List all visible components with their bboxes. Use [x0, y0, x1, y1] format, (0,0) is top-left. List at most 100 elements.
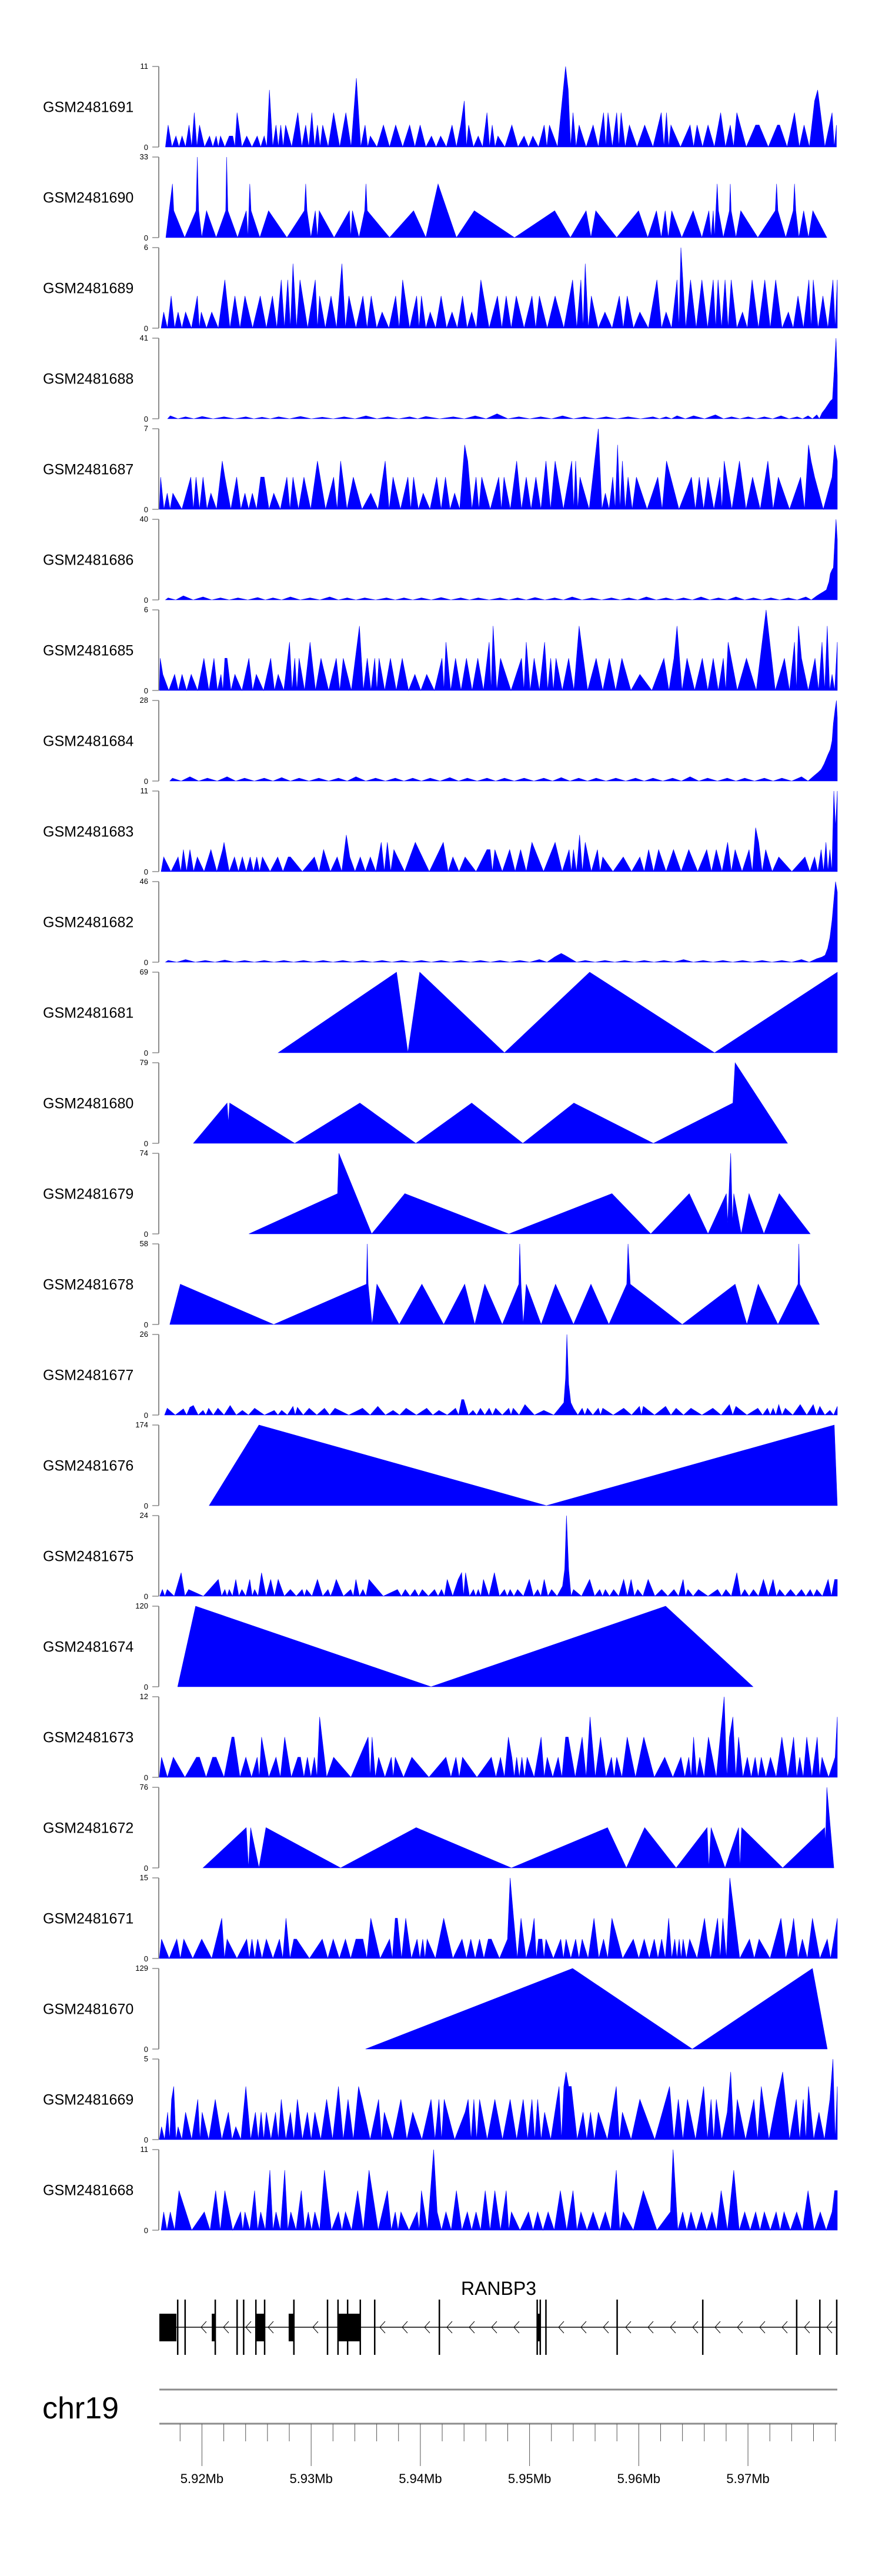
y-axis-min-label: 0 — [144, 1954, 148, 1963]
strand-arrow-icon — [402, 2321, 408, 2334]
y-axis-max-label: 69 — [140, 967, 148, 976]
track-GSM2481690: GSM2481690 33 0 — [43, 152, 827, 242]
axis-tick-label: 5.97Mb — [726, 2471, 769, 2486]
signal-area — [278, 972, 838, 1053]
y-axis-max-label: 28 — [140, 696, 148, 705]
y-axis-max-label: 24 — [140, 1511, 148, 1520]
y-axis-max-label: 12 — [140, 1692, 148, 1701]
track-name-label: GSM2481689 — [43, 281, 133, 297]
track-name-label: GSM2481675 — [43, 1549, 133, 1565]
y-axis-max-label: 15 — [140, 1873, 148, 1882]
y-axis-max-label: 79 — [140, 1058, 148, 1067]
axis-tick-label: 5.94Mb — [399, 2471, 442, 2486]
data-tracks: GSM2481691110GSM2481690330GSM248168960GS… — [43, 62, 838, 2235]
strand-arrow-icon — [781, 2321, 788, 2334]
y-axis-min-label: 0 — [144, 2226, 148, 2235]
signal-area — [159, 1877, 838, 1960]
strand-arrow-icon — [714, 2321, 721, 2334]
track-GSM2481676: GSM2481676 174 0 — [43, 1420, 838, 1510]
track-name-label: GSM2481679 — [43, 1186, 133, 1203]
track-name-label: GSM2481681 — [43, 1005, 133, 1022]
track-name-label: GSM2481680 — [43, 1096, 133, 1112]
track-name-label: GSM2481690 — [43, 190, 133, 206]
y-axis-max-label: 11 — [141, 62, 149, 71]
y-axis-max-label: 40 — [140, 515, 148, 523]
strand-arrow-icon — [245, 2321, 252, 2334]
y-axis-min-label: 0 — [144, 1411, 148, 1420]
track-name-label: GSM2481668 — [43, 2183, 133, 2199]
signal-area — [209, 1424, 838, 1506]
signal-area — [169, 1243, 820, 1326]
signal-area — [165, 881, 838, 963]
track-GSM2481671: GSM2481671 15 0 — [43, 1873, 838, 1963]
exon-block — [212, 2314, 216, 2341]
strand-arrow-icon — [201, 2321, 207, 2334]
track-GSM2481689: GSM2481689 6 0 — [43, 243, 838, 333]
signal-area — [202, 1787, 834, 1868]
signal-area — [169, 700, 838, 782]
track-name-label: GSM2481674 — [43, 1639, 133, 1656]
track-name-label: GSM2481673 — [43, 1730, 133, 1746]
track-GSM2481683: GSM2481683 11 0 — [43, 786, 838, 876]
track-GSM2481681: GSM2481681 69 0 — [43, 967, 838, 1057]
y-axis-min-label: 0 — [144, 958, 148, 967]
y-axis-min-label: 0 — [144, 867, 148, 876]
y-axis-min-label: 0 — [144, 2135, 148, 2144]
y-axis-max-label: 11 — [141, 2145, 149, 2154]
y-axis-min-label: 0 — [144, 596, 148, 605]
y-axis-max-label: 74 — [140, 1149, 148, 1157]
track-name-label: GSM2481671 — [43, 1911, 133, 1927]
axis-tick-label: 5.96Mb — [617, 2471, 660, 2486]
track-GSM2481684: GSM2481684 28 0 — [43, 696, 838, 786]
signal-area — [177, 1606, 754, 1687]
track-GSM2481686: GSM2481686 40 0 — [43, 515, 838, 605]
y-axis-max-label: 33 — [140, 152, 148, 161]
exon-block — [256, 2314, 265, 2341]
track-GSM2481670: GSM2481670 129 0 — [43, 1964, 828, 2054]
signal-area — [161, 2149, 838, 2231]
track-name-label: GSM2481686 — [43, 552, 133, 569]
track-name-label: GSM2481682 — [43, 915, 133, 931]
track-GSM2481687: GSM2481687 7 0 — [43, 424, 838, 514]
strand-arrow-icon — [424, 2321, 430, 2334]
track-GSM2481691: GSM2481691 11 0 — [43, 62, 837, 152]
y-axis-max-label: 58 — [140, 1239, 148, 1248]
exon-block — [159, 2314, 176, 2341]
track-GSM2481677: GSM2481677 26 0 — [43, 1330, 838, 1420]
exon-block — [338, 2314, 360, 2341]
signal-area — [159, 609, 838, 692]
signal-area — [161, 790, 838, 873]
signal-area — [159, 2058, 838, 2141]
axis-tick-label: 5.95Mb — [508, 2471, 551, 2486]
strand-arrow-icon — [580, 2321, 587, 2334]
track-GSM2481674: GSM2481674 120 0 — [43, 1601, 754, 1691]
signal-area — [249, 1153, 811, 1234]
track-GSM2481668: GSM2481668 11 0 — [43, 2145, 838, 2235]
y-axis-min-label: 0 — [144, 1592, 148, 1601]
y-axis-max-label: 26 — [140, 1330, 148, 1339]
track-name-label: GSM2481670 — [43, 2001, 133, 2018]
strand-arrow-icon — [603, 2321, 609, 2334]
gene-name-label: RANBP3 — [461, 2278, 536, 2299]
track-name-label: GSM2481669 — [43, 2092, 133, 2108]
strand-arrow-icon — [379, 2321, 386, 2334]
signal-area — [164, 1334, 838, 1416]
track-name-label: GSM2481678 — [43, 1277, 133, 1293]
y-axis-min-label: 0 — [144, 1864, 148, 1873]
y-axis-min-label: 0 — [144, 143, 148, 152]
y-axis-max-label: 11 — [141, 786, 149, 795]
strand-arrow-icon — [692, 2321, 699, 2334]
track-GSM2481675: GSM2481675 24 0 — [43, 1511, 838, 1601]
strand-arrow-icon — [804, 2321, 810, 2334]
track-name-label: GSM2481685 — [43, 643, 133, 659]
track-GSM2481680: GSM2481680 79 0 — [43, 1058, 788, 1148]
signal-area — [165, 519, 838, 600]
y-axis-max-label: 5 — [144, 2054, 148, 2063]
y-axis-min-label: 0 — [144, 1139, 148, 1148]
strand-arrow-icon — [625, 2321, 632, 2334]
signal-area — [167, 338, 838, 419]
strand-arrow-icon — [737, 2321, 743, 2334]
y-axis-min-label: 0 — [144, 415, 148, 423]
strand-arrow-icon — [223, 2321, 229, 2334]
signal-area — [159, 1696, 838, 1778]
